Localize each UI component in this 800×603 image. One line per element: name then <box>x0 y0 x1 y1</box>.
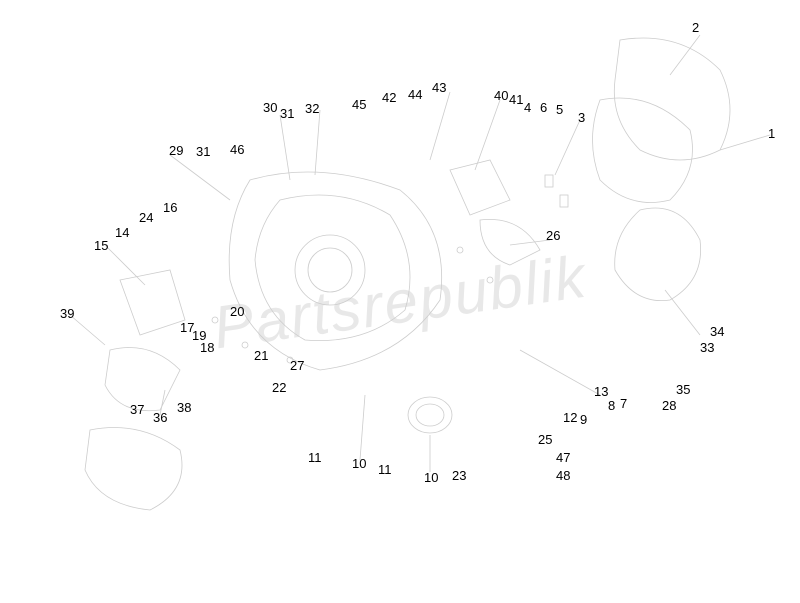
callout-number: 13 <box>594 384 608 399</box>
callout-number: 9 <box>580 412 587 427</box>
callout-number: 41 <box>509 92 523 107</box>
callout-number: 23 <box>452 468 466 483</box>
callout-number: 44 <box>408 87 422 102</box>
callout-number: 4 <box>524 100 531 115</box>
callout-number: 36 <box>153 410 167 425</box>
callout-number: 39 <box>60 306 74 321</box>
callout-number: 11 <box>308 450 322 465</box>
callout-number: 22 <box>272 380 286 395</box>
callout-number: 15 <box>94 238 108 253</box>
callout-number: 33 <box>700 340 714 355</box>
callout-number: 16 <box>163 200 177 215</box>
callout-number: 38 <box>177 400 191 415</box>
callout-number: 35 <box>676 382 690 397</box>
callout-number: 20 <box>230 304 244 319</box>
callout-number: 31 <box>196 144 210 159</box>
callout-number: 7 <box>620 396 627 411</box>
callout-number: 31 <box>280 106 294 121</box>
callout-number: 24 <box>139 210 153 225</box>
callout-number: 25 <box>538 432 552 447</box>
callout-number: 32 <box>305 101 319 116</box>
callout-number: 19 <box>192 328 206 343</box>
callout-number: 2 <box>692 20 699 35</box>
callout-number: 30 <box>263 100 277 115</box>
callout-number: 48 <box>556 468 570 483</box>
callout-number: 29 <box>169 143 183 158</box>
callout-number: 34 <box>710 324 724 339</box>
callout-number: 43 <box>432 80 446 95</box>
callout-number: 8 <box>608 398 615 413</box>
callout-number: 27 <box>290 358 304 373</box>
callout-number: 5 <box>556 102 563 117</box>
callout-number: 45 <box>352 97 366 112</box>
callout-number: 1 <box>768 126 775 141</box>
callout-number: 10 <box>424 470 438 485</box>
callout-number: 12 <box>563 410 577 425</box>
callout-number: 40 <box>494 88 508 103</box>
exploded-view-sketch <box>0 0 800 603</box>
callout-number: 46 <box>230 142 244 157</box>
callout-number: 26 <box>546 228 560 243</box>
callout-number: 10 <box>352 456 366 471</box>
callout-number: 42 <box>382 90 396 105</box>
callout-number: 6 <box>540 100 547 115</box>
callout-number: 47 <box>556 450 570 465</box>
callout-number: 28 <box>662 398 676 413</box>
callout-number: 11 <box>378 462 392 477</box>
callout-number: 3 <box>578 110 585 125</box>
callout-number: 37 <box>130 402 144 417</box>
callout-number: 14 <box>115 225 129 240</box>
callout-number: 21 <box>254 348 268 363</box>
